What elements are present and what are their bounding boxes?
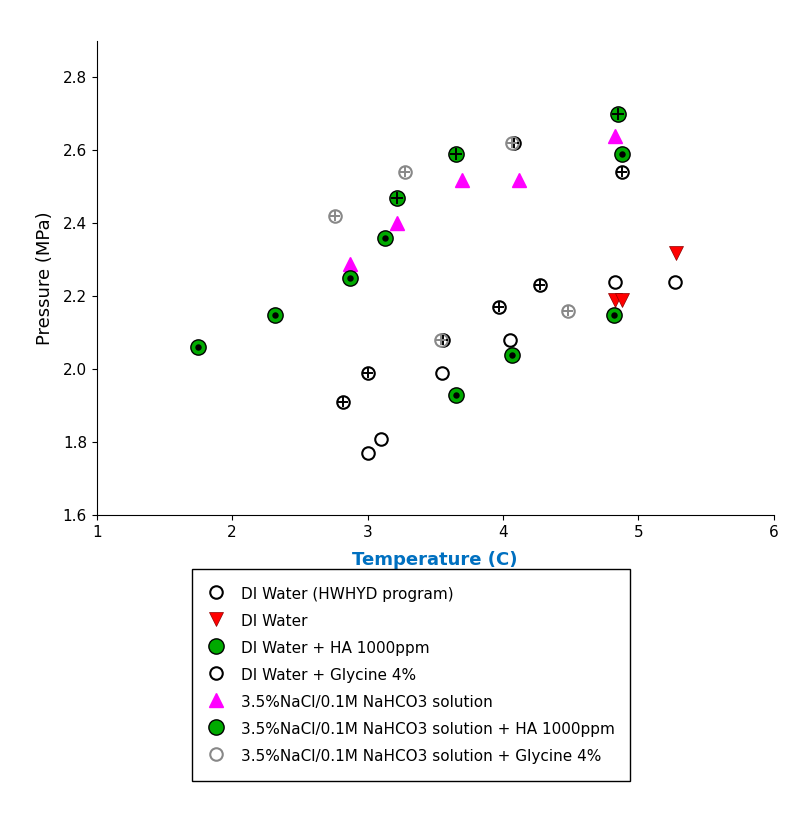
DI Water (HWHYD program) xyxy=(505,335,514,345)
3.5%NaCl/0.1M NaHCO3 solution + Glycine 4% xyxy=(330,211,340,221)
DI Water + Glycine 4% xyxy=(509,138,518,148)
DI Water (HWHYD program) xyxy=(363,448,372,458)
DI Water + HA 1000ppm xyxy=(508,350,517,360)
DI Water (HWHYD program) xyxy=(437,368,447,378)
DI Water + Glycine 4% xyxy=(438,335,448,345)
Line: DI Water + HA 1000ppm: DI Water + HA 1000ppm xyxy=(191,146,629,402)
3.5%NaCl/0.1M NaHCO3 solution xyxy=(393,218,402,228)
DI Water + HA 1000ppm xyxy=(451,390,460,400)
Line: DI Water (HWHYD program): DI Water (HWHYD program) xyxy=(361,276,681,460)
3.5%NaCl/0.1M NaHCO3 solution + HA 1000ppm xyxy=(393,193,402,203)
X-axis label: Temperature (C): Temperature (C) xyxy=(352,551,518,569)
3.5%NaCl/0.1M NaHCO3 solution xyxy=(610,131,620,141)
3.5%NaCl/0.1M NaHCO3 solution xyxy=(514,175,524,185)
3.5%NaCl/0.1M NaHCO3 solution + HA 1000ppm xyxy=(451,149,460,159)
Line: DI Water: DI Water xyxy=(609,245,683,307)
3.5%NaCl/0.1M NaHCO3 solution + HA 1000ppm xyxy=(613,109,623,119)
DI Water (HWHYD program) xyxy=(610,276,620,286)
3.5%NaCl/0.1M NaHCO3 solution xyxy=(345,258,355,268)
DI Water + Glycine 4% xyxy=(494,303,504,312)
3.5%NaCl/0.1M NaHCO3 solution + Glycine 4% xyxy=(401,168,410,178)
DI Water + Glycine 4% xyxy=(534,281,544,290)
DI Water + Glycine 4% xyxy=(617,168,627,178)
DI Water + HA 1000ppm xyxy=(617,149,627,159)
Legend: DI Water (HWHYD program), DI Water, DI Water + HA 1000ppm, DI Water + Glycine 4%: DI Water (HWHYD program), DI Water, DI W… xyxy=(192,569,630,780)
DI Water + HA 1000ppm xyxy=(609,310,619,320)
DI Water xyxy=(610,295,620,305)
DI Water + HA 1000ppm xyxy=(380,233,390,243)
Y-axis label: Pressure (MPa): Pressure (MPa) xyxy=(36,211,55,345)
DI Water (HWHYD program) xyxy=(376,434,386,443)
3.5%NaCl/0.1M NaHCO3 solution xyxy=(458,175,467,185)
DI Water (HWHYD program) xyxy=(670,276,679,286)
3.5%NaCl/0.1M NaHCO3 solution + Glycine 4% xyxy=(436,335,446,345)
3.5%NaCl/0.1M NaHCO3 solution + Glycine 4% xyxy=(508,138,517,148)
Line: DI Water + Glycine 4%: DI Water + Glycine 4% xyxy=(337,137,629,408)
DI Water + Glycine 4% xyxy=(363,368,372,378)
Line: 3.5%NaCl/0.1M NaHCO3 solution: 3.5%NaCl/0.1M NaHCO3 solution xyxy=(343,129,622,271)
DI Water xyxy=(617,295,627,305)
DI Water + HA 1000ppm xyxy=(345,273,355,283)
3.5%NaCl/0.1M NaHCO3 solution + Glycine 4% xyxy=(563,306,573,316)
DI Water xyxy=(671,248,681,258)
Line: 3.5%NaCl/0.1M NaHCO3 solution + Glycine 4%: 3.5%NaCl/0.1M NaHCO3 solution + Glycine … xyxy=(329,137,574,346)
DI Water + HA 1000ppm xyxy=(193,343,203,353)
Line: 3.5%NaCl/0.1M NaHCO3 solution + HA 1000ppm: 3.5%NaCl/0.1M NaHCO3 solution + HA 1000p… xyxy=(389,106,625,205)
DI Water + HA 1000ppm xyxy=(271,310,280,320)
DI Water + Glycine 4% xyxy=(339,398,348,407)
